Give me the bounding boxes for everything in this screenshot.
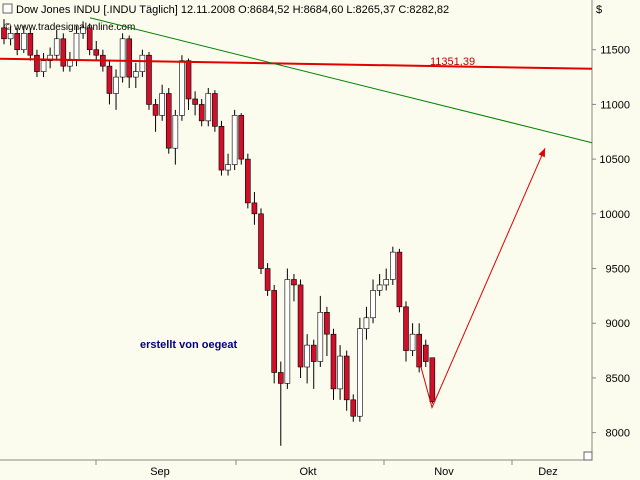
candle-body: [165, 93, 172, 149]
candle-body: [422, 344, 429, 362]
candle-body: [179, 60, 185, 116]
x-tick-label: Sep: [150, 466, 170, 478]
candle-body: [133, 71, 139, 78]
candle-body: [14, 33, 20, 51]
candle-body: [93, 49, 100, 56]
x-tick-label: Nov: [434, 466, 454, 478]
candle-body: [225, 164, 231, 171]
candle-body: [106, 65, 113, 94]
candle-body: [258, 213, 264, 269]
currency: $: [596, 4, 602, 16]
candle-body: [245, 158, 251, 204]
header-icon: [2, 3, 13, 14]
candle-body: [337, 355, 343, 390]
candle-body: [119, 38, 126, 78]
candle-body: [416, 333, 422, 368]
candle-body: [363, 317, 370, 330]
candle-body: [40, 60, 47, 72]
y-tick-label: 9000: [606, 318, 630, 330]
arrow: [417, 147, 546, 409]
moving-average: [0, 57, 593, 70]
candle-body: [1, 27, 7, 40]
trendline: [89, 17, 593, 144]
candle-body: [47, 54, 53, 61]
candle-body: [264, 268, 271, 291]
candle-body: [390, 251, 396, 280]
candle-body: [317, 312, 324, 362]
candle-body: [238, 115, 245, 160]
candle-body: [429, 357, 436, 403]
candle-body: [383, 279, 390, 286]
y-tick-label: 10000: [599, 209, 630, 221]
candle-body: [324, 312, 330, 335]
candle-body: [113, 76, 119, 94]
candle-body: [218, 126, 225, 171]
candle-body: [357, 328, 363, 417]
candle-body: [146, 54, 152, 105]
header-bar: [0, 0, 592, 18]
x-tick-label: Okt: [299, 466, 316, 478]
candle-body: [396, 251, 403, 308]
arrow-head: [538, 148, 545, 158]
candle-body: [297, 284, 304, 368]
annotation: erstellt von oegeat: [140, 339, 238, 351]
candle-body: [152, 104, 159, 116]
candle-body: [7, 33, 14, 40]
candle-body: [231, 115, 238, 165]
candle-body: [271, 290, 277, 373]
candle-body: [291, 279, 297, 286]
candle-body: [67, 60, 73, 67]
candle-body: [185, 60, 192, 100]
ma-label: 11351,39: [430, 56, 475, 68]
candle-body: [376, 284, 383, 291]
watermark: © www.tradesignalonline.com: [4, 22, 135, 33]
candle-body: [126, 38, 133, 78]
y-tick-label: 11000: [600, 99, 630, 111]
candle-body: [86, 27, 93, 51]
y-tick-label: 8000: [606, 428, 630, 440]
candle-body: [27, 33, 34, 56]
y-tick-label: 9500: [606, 264, 630, 276]
candle-body: [205, 93, 212, 122]
candle-body: [304, 344, 310, 368]
candle-body: [343, 355, 350, 401]
candle-body: [251, 202, 258, 215]
candle-body: [172, 115, 179, 149]
candle-body: [370, 290, 376, 319]
candle-body: [284, 279, 291, 384]
candle-body: [198, 104, 205, 122]
candle-body: [159, 93, 165, 116]
candle-body: [73, 33, 80, 61]
candle-body: [350, 399, 357, 417]
header: Dow Jones INDU [.INDU Täglich] 12.11.200…: [16, 4, 449, 16]
candle-body: [330, 333, 337, 390]
candle-body: [403, 306, 409, 351]
candle-body: [80, 27, 86, 34]
y-tick-label: 11500: [600, 45, 630, 57]
candle-body: [212, 93, 218, 127]
candle-body: [34, 54, 40, 72]
y-tick-label: 8500: [606, 373, 630, 385]
candle-body: [20, 33, 27, 51]
candle-body: [409, 333, 416, 351]
candle-body: [277, 372, 284, 384]
candle-body: [53, 38, 60, 56]
x-tick-label: Dez: [538, 466, 558, 478]
candle-body: [60, 38, 67, 67]
candle-body: [139, 54, 146, 72]
candle-body: [310, 344, 317, 362]
y-tick-label: 10500: [599, 154, 630, 166]
scale-button[interactable]: [583, 451, 593, 461]
candle-body: [192, 98, 198, 105]
